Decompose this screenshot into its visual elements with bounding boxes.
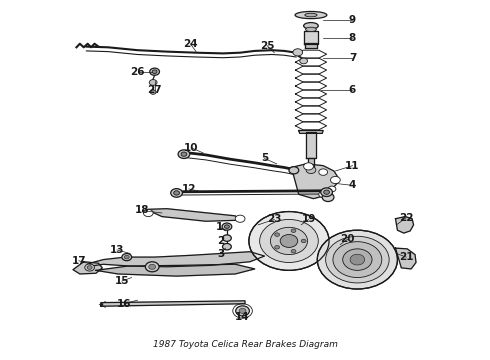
Circle shape [291,229,296,233]
Circle shape [275,233,280,237]
Text: 26: 26 [130,67,145,77]
Circle shape [275,246,280,249]
Circle shape [173,191,179,195]
Text: 22: 22 [399,213,414,222]
Polygon shape [101,301,245,306]
Circle shape [270,227,308,255]
Circle shape [235,215,245,222]
Circle shape [149,80,157,85]
Text: 4: 4 [349,180,356,190]
Polygon shape [308,158,315,167]
Text: 11: 11 [345,161,360,171]
Text: 24: 24 [183,39,197,49]
Text: 16: 16 [117,299,131,309]
Circle shape [328,186,336,192]
Polygon shape [292,164,338,199]
Circle shape [300,58,308,64]
Polygon shape [306,132,316,158]
Text: 23: 23 [267,215,282,224]
Circle shape [222,223,232,230]
Circle shape [293,49,303,56]
Polygon shape [395,217,414,233]
Circle shape [306,166,316,174]
Circle shape [260,220,318,262]
Circle shape [85,264,95,271]
Circle shape [280,234,298,247]
Polygon shape [147,209,240,221]
Text: 14: 14 [235,312,250,322]
Circle shape [222,235,231,241]
Circle shape [87,266,92,269]
Text: 5: 5 [261,153,268,163]
Polygon shape [299,131,323,134]
Circle shape [319,191,328,198]
Circle shape [322,193,334,202]
Ellipse shape [305,13,317,17]
Circle shape [178,150,190,158]
Polygon shape [395,248,416,269]
Text: 19: 19 [301,215,316,224]
Text: 1987 Toyota Celica Rear Brakes Diagram: 1987 Toyota Celica Rear Brakes Diagram [152,341,338,350]
Polygon shape [305,43,318,48]
Text: 1: 1 [216,222,223,232]
Text: 25: 25 [260,41,274,50]
Circle shape [171,189,182,197]
Circle shape [150,68,159,75]
Polygon shape [73,262,102,274]
Ellipse shape [306,27,317,32]
Text: 27: 27 [147,85,162,95]
Circle shape [350,254,365,265]
Circle shape [124,255,129,259]
Circle shape [343,249,372,270]
Circle shape [291,249,296,253]
Text: 3: 3 [217,248,224,258]
Circle shape [239,309,246,314]
Text: 10: 10 [184,143,198,153]
Circle shape [222,243,231,250]
Text: 12: 12 [182,184,196,194]
Circle shape [318,230,397,289]
Text: 15: 15 [115,276,129,286]
Circle shape [326,236,389,283]
Circle shape [301,239,306,243]
Circle shape [144,210,153,217]
Circle shape [321,188,332,197]
Circle shape [324,190,330,194]
Circle shape [146,262,159,272]
Polygon shape [96,264,255,276]
Ellipse shape [304,23,318,29]
Circle shape [122,253,132,261]
Text: 9: 9 [349,15,356,26]
Circle shape [249,212,329,270]
Text: 20: 20 [341,234,355,244]
Circle shape [333,242,382,278]
Text: 17: 17 [72,256,86,266]
Text: 13: 13 [110,245,124,255]
Text: 2: 2 [217,236,224,246]
Circle shape [289,167,299,174]
Circle shape [331,176,340,184]
Circle shape [181,152,187,156]
Polygon shape [304,31,318,44]
Circle shape [236,306,249,316]
Circle shape [304,163,314,170]
Text: 7: 7 [349,53,356,63]
Text: 6: 6 [349,85,356,95]
Circle shape [224,225,229,228]
Circle shape [150,90,156,94]
Circle shape [319,169,328,175]
Text: 8: 8 [349,33,356,43]
Polygon shape [86,252,265,267]
Ellipse shape [295,12,327,19]
Text: 18: 18 [135,206,149,216]
Text: 21: 21 [399,252,414,262]
Circle shape [152,70,157,73]
Circle shape [149,264,156,269]
